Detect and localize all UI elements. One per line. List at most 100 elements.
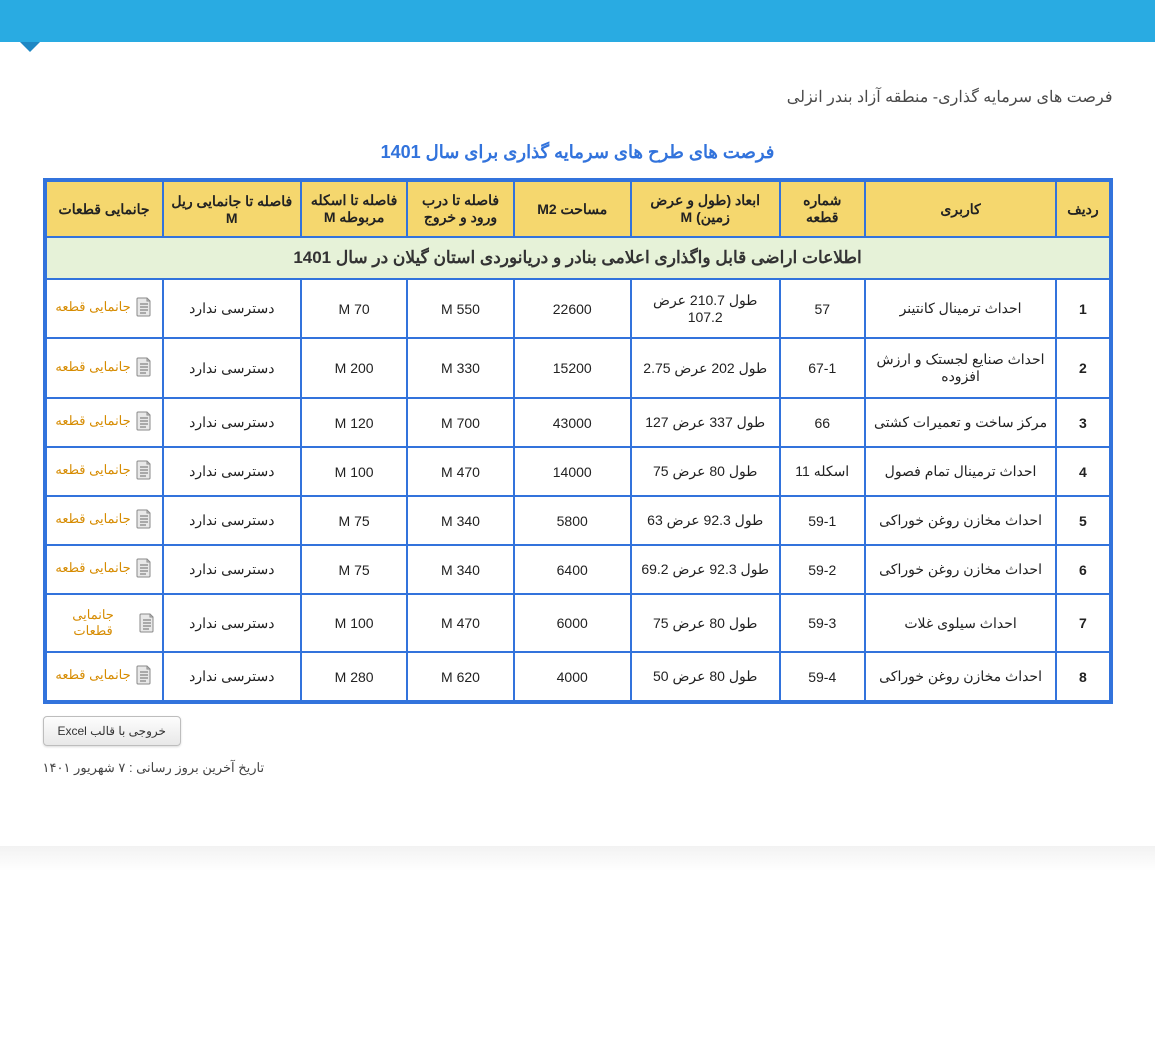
cell-map: جانمایی قطعه: [46, 398, 163, 447]
document-icon: [135, 297, 153, 317]
export-excel-button[interactable]: خروجی با قالب Excel: [43, 716, 181, 746]
cell-rail-dist: دسترسی ندارد: [163, 545, 301, 594]
footer-shadow: [0, 846, 1155, 871]
cell-rail-dist: دسترسی ندارد: [163, 496, 301, 545]
cell-dimensions: طول 92.3 عرض 63: [631, 496, 780, 545]
map-link-label: جانمایی قطعه: [55, 667, 130, 683]
cell-dimensions: طول 337 عرض 127: [631, 398, 780, 447]
cell-rail-dist: دسترسی ندارد: [163, 398, 301, 447]
cell-usage: احداث ترمینال کانتینر: [865, 279, 1057, 338]
cell-gate-dist: 340 M: [407, 545, 513, 594]
map-link[interactable]: جانمایی قطعه: [55, 665, 152, 685]
cell-plot: اسکله 11: [780, 447, 865, 496]
cell-usage: مرکز ساخت و تعمیرات کشتی: [865, 398, 1057, 447]
document-icon: [135, 665, 153, 685]
document-icon: [135, 357, 153, 377]
section-title: فرصت های طرح های سرمایه گذاری برای سال 1…: [43, 142, 1113, 163]
cell-dimensions: طول 202 عرض 2.75: [631, 338, 780, 398]
cell-idx: 1: [1056, 279, 1109, 338]
cell-area: 6400: [514, 545, 631, 594]
cell-plot: 59-2: [780, 545, 865, 594]
col-gate: فاصله تا درب ورود و خروج: [407, 181, 513, 237]
document-icon: [138, 613, 156, 633]
map-link[interactable]: جانمایی قطعه: [55, 558, 152, 578]
cell-map: جانمایی قطعه: [46, 496, 163, 545]
document-icon: [135, 509, 153, 529]
cell-dock-dist: 200 M: [301, 338, 407, 398]
document-icon: [135, 411, 153, 431]
cell-dock-dist: 100 M: [301, 447, 407, 496]
table-row: 3مرکز ساخت و تعمیرات کشتی66طول 337 عرض 1…: [46, 398, 1110, 447]
cell-gate-dist: 470 M: [407, 447, 513, 496]
map-link[interactable]: جانمایی قطعه: [55, 411, 152, 431]
cell-gate-dist: 330 M: [407, 338, 513, 398]
table-caption: اطلاعات اراضی قابل واگذاری اعلامی بنادر …: [46, 237, 1110, 279]
cell-rail-dist: دسترسی ندارد: [163, 279, 301, 338]
map-link-label: جانمایی قطعه: [55, 462, 130, 478]
cell-gate-dist: 700 M: [407, 398, 513, 447]
header-bar: [0, 0, 1155, 42]
cell-area: 4000: [514, 652, 631, 701]
table-wrapper: اطلاعات اراضی قابل واگذاری اعلامی بنادر …: [43, 178, 1113, 704]
cell-map: جانمایی قطعه: [46, 545, 163, 594]
table-row: 2احداث صنایع لجستک و ارزش افزوده67-1طول …: [46, 338, 1110, 398]
page-title: فرصت های سرمایه گذاری- منطقه آزاد بندر ا…: [43, 87, 1113, 107]
cell-rail-dist: دسترسی ندارد: [163, 447, 301, 496]
map-link[interactable]: جانمایی قطعه: [55, 509, 152, 529]
investment-table: اطلاعات اراضی قابل واگذاری اعلامی بنادر …: [45, 180, 1111, 702]
table-actions: خروجی با قالب Excel: [43, 716, 1113, 746]
col-idx: ردیف: [1056, 181, 1109, 237]
map-link-label: جانمایی قطعه: [55, 299, 130, 315]
cell-plot: 57: [780, 279, 865, 338]
cell-dimensions: طول 80 عرض 50: [631, 652, 780, 701]
document-icon: [135, 460, 153, 480]
cell-plot: 59-3: [780, 594, 865, 652]
cell-dimensions: طول 92.3 عرض 69.2: [631, 545, 780, 594]
map-link[interactable]: جانمایی قطعات: [53, 607, 156, 639]
map-link[interactable]: جانمایی قطعه: [55, 297, 152, 317]
cell-area: 15200: [514, 338, 631, 398]
cell-area: 5800: [514, 496, 631, 545]
map-link-label: جانمایی قطعه: [55, 413, 130, 429]
cell-idx: 6: [1056, 545, 1109, 594]
cell-plot: 59-1: [780, 496, 865, 545]
cell-usage: احداث مخازن روغن خوراکی: [865, 496, 1057, 545]
cell-map: جانمایی قطعات: [46, 594, 163, 652]
table-row: 4احداث ترمینال تمام فصولاسکله 11طول 80 ع…: [46, 447, 1110, 496]
cell-plot: 59-4: [780, 652, 865, 701]
cell-usage: احداث مخازن روغن خوراکی: [865, 652, 1057, 701]
cell-dock-dist: 280 M: [301, 652, 407, 701]
cell-dock-dist: 100 M: [301, 594, 407, 652]
cell-map: جانمایی قطعه: [46, 652, 163, 701]
cell-gate-dist: 620 M: [407, 652, 513, 701]
cell-gate-dist: 340 M: [407, 496, 513, 545]
last-update-text: تاریخ آخرین بروز رسانی : ۷ شهریور ۱۴۰۱: [43, 760, 1113, 776]
page-container: فرصت های سرمایه گذاری- منطقه آزاد بندر ا…: [28, 42, 1128, 816]
map-link[interactable]: جانمایی قطعه: [55, 460, 152, 480]
cell-map: جانمایی قطعه: [46, 279, 163, 338]
cell-usage: احداث صنایع لجستک و ارزش افزوده: [865, 338, 1057, 398]
cell-idx: 8: [1056, 652, 1109, 701]
map-link[interactable]: جانمایی قطعه: [55, 357, 152, 377]
cell-area: 43000: [514, 398, 631, 447]
map-link-label: جانمایی قطعه: [55, 359, 130, 375]
cell-idx: 3: [1056, 398, 1109, 447]
cell-dimensions: طول 210.7 عرض 107.2: [631, 279, 780, 338]
cell-dimensions: طول 80 عرض 75: [631, 594, 780, 652]
cell-area: 14000: [514, 447, 631, 496]
cell-plot: 66: [780, 398, 865, 447]
cell-idx: 7: [1056, 594, 1109, 652]
table-row: 1احداث ترمینال کانتینر57طول 210.7 عرض 10…: [46, 279, 1110, 338]
cell-idx: 2: [1056, 338, 1109, 398]
cell-dock-dist: 75 M: [301, 545, 407, 594]
cell-rail-dist: دسترسی ندارد: [163, 594, 301, 652]
cell-area: 6000: [514, 594, 631, 652]
map-link-label: جانمایی قطعه: [55, 560, 130, 576]
cell-map: جانمایی قطعه: [46, 338, 163, 398]
cell-usage: احداث ترمینال تمام فصول: [865, 447, 1057, 496]
table-row: 8احداث مخازن روغن خوراکی59-4طول 80 عرض 5…: [46, 652, 1110, 701]
cell-usage: احداث سیلوی غلات: [865, 594, 1057, 652]
cell-idx: 4: [1056, 447, 1109, 496]
col-map: جانمایی قطعات: [46, 181, 163, 237]
cell-rail-dist: دسترسی ندارد: [163, 652, 301, 701]
